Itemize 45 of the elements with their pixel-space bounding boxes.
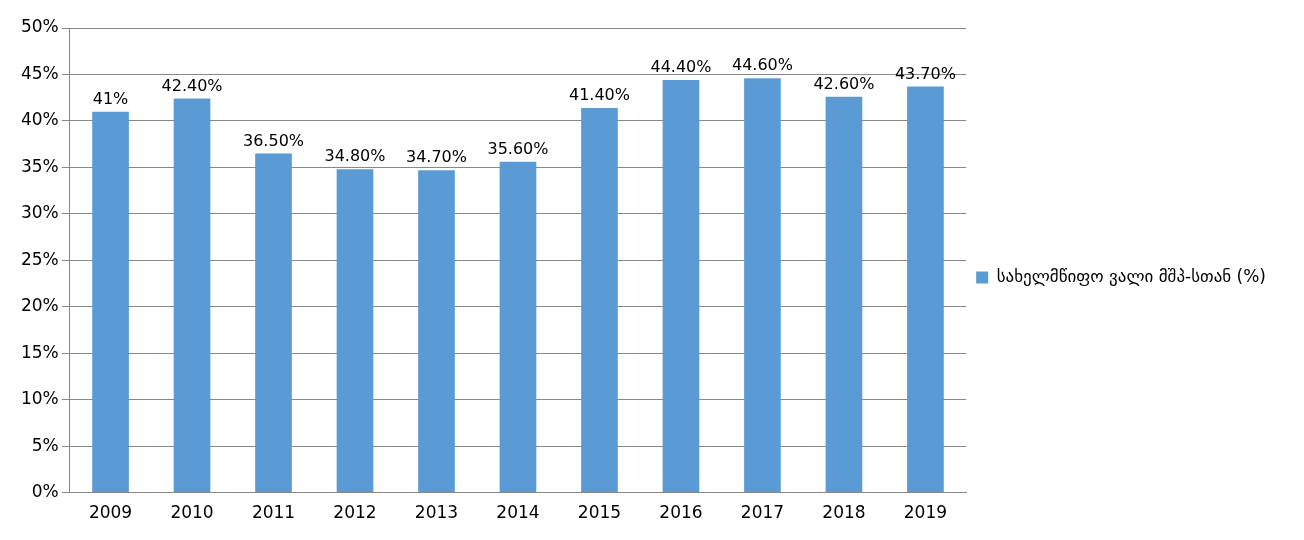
data-label: 43.70% [894, 63, 956, 83]
y-tick-label: 45% [20, 62, 59, 83]
bar [418, 170, 455, 493]
x-tick-label: 2014 [496, 502, 540, 523]
bar [499, 161, 537, 493]
data-label: 41% [92, 88, 129, 108]
data-label: 34.80% [324, 146, 386, 166]
y-tick-label: 20% [20, 295, 59, 316]
bar [825, 96, 863, 493]
data-label: 35.60% [487, 138, 549, 158]
x-tick-label: 2011 [251, 502, 296, 523]
bar [336, 169, 374, 493]
y-tick-label: 15% [20, 341, 59, 362]
x-tick-label: 2016 [659, 502, 703, 523]
x-tick-label: 2015 [577, 502, 622, 523]
bar [92, 111, 129, 493]
data-label: 36.50% [243, 130, 305, 150]
y-tick-label: 35% [20, 155, 59, 176]
data-label: 44.60% [731, 55, 793, 75]
bar [744, 78, 781, 493]
bar [173, 98, 211, 493]
data-label: 42.40% [161, 75, 223, 95]
x-tick-label: 2017 [740, 502, 785, 523]
x-tick-label: 2012 [333, 502, 377, 523]
legend-label: სახელმწიფო ვალი მშპ-სთან (%) [996, 265, 1266, 286]
x-tick-label: 2009 [88, 502, 133, 523]
x-tick-label: 2018 [822, 502, 866, 523]
y-tick-label: 25% [20, 248, 59, 269]
bar [581, 107, 618, 493]
bar [662, 80, 700, 493]
bar [907, 86, 944, 493]
y-tick-label: 40% [20, 109, 59, 130]
y-tick-label: 50% [20, 16, 59, 37]
x-tick-label: 2010 [170, 502, 214, 523]
x-tick-label: 2013 [414, 502, 459, 523]
x-tick-label: 2019 [903, 502, 948, 523]
bar [255, 153, 292, 493]
y-tick-label: 5% [31, 434, 59, 455]
data-label: 41.40% [568, 85, 630, 105]
data-label: 44.40% [650, 57, 712, 77]
y-tick-label: 0% [31, 481, 59, 502]
y-tick-label: 30% [20, 202, 59, 223]
data-label: 34.70% [405, 147, 467, 167]
data-label: 42.60% [813, 73, 875, 93]
y-tick-label: 10% [20, 388, 59, 409]
